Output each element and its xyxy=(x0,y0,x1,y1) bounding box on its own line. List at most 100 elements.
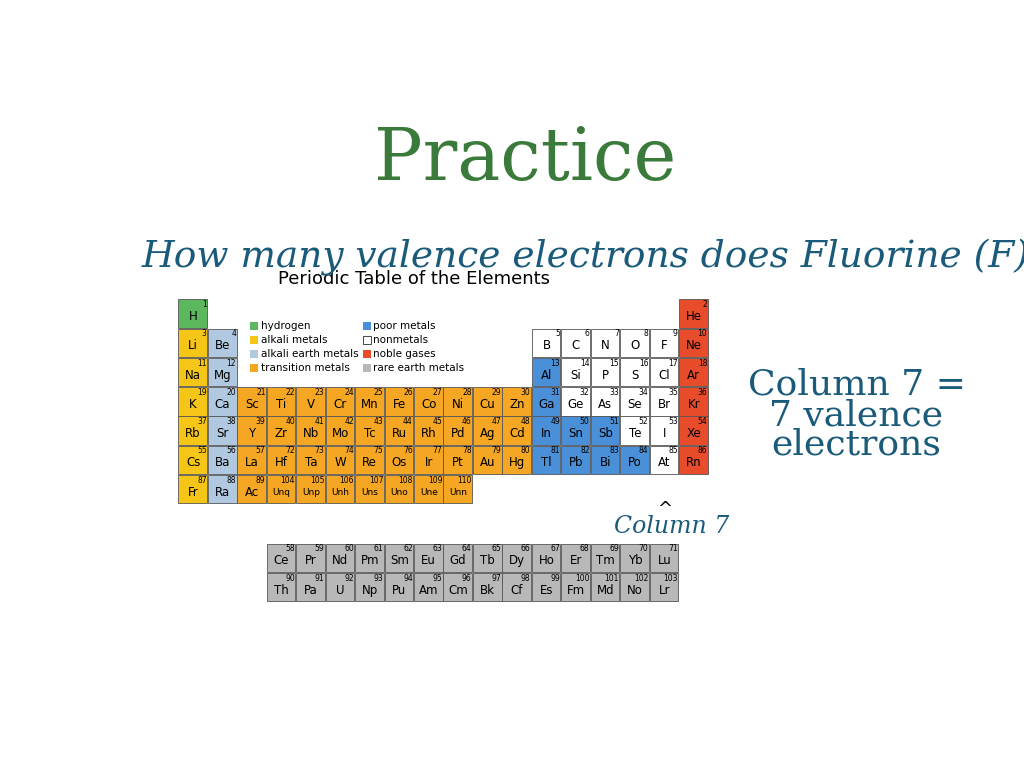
Text: Unp: Unp xyxy=(302,488,319,497)
Text: 101: 101 xyxy=(604,574,618,583)
Text: As: As xyxy=(598,398,612,411)
Text: 63: 63 xyxy=(432,545,442,554)
Text: 16: 16 xyxy=(639,359,648,368)
Text: Nb: Nb xyxy=(303,427,319,440)
Text: 58: 58 xyxy=(286,545,295,554)
Text: 13: 13 xyxy=(551,359,560,368)
Text: 11: 11 xyxy=(198,359,207,368)
Text: F: F xyxy=(660,339,668,353)
Bar xyxy=(208,445,237,474)
Text: 29: 29 xyxy=(492,388,501,397)
Text: Co: Co xyxy=(421,398,436,411)
Text: 47: 47 xyxy=(492,417,501,426)
Text: 10: 10 xyxy=(697,329,708,339)
Text: Y: Y xyxy=(249,427,256,440)
Text: 72: 72 xyxy=(286,446,295,455)
Text: 2: 2 xyxy=(702,300,708,309)
Bar xyxy=(296,445,325,474)
Text: 23: 23 xyxy=(314,388,325,397)
Text: At: At xyxy=(658,456,671,469)
Text: 87: 87 xyxy=(197,475,207,485)
Bar xyxy=(238,387,266,415)
Text: 36: 36 xyxy=(697,388,708,397)
Text: alkali metals: alkali metals xyxy=(260,335,327,345)
Bar xyxy=(355,475,384,503)
Bar xyxy=(591,544,620,572)
Bar xyxy=(414,475,442,503)
Text: Zr: Zr xyxy=(275,427,288,440)
Text: Es: Es xyxy=(540,584,553,597)
Bar xyxy=(251,364,258,372)
Bar xyxy=(251,336,258,344)
Text: 21: 21 xyxy=(256,388,265,397)
Bar xyxy=(679,329,708,357)
Text: 79: 79 xyxy=(492,446,501,455)
Bar xyxy=(679,300,708,328)
Text: 88: 88 xyxy=(226,475,237,485)
Text: 97: 97 xyxy=(492,574,501,583)
Bar xyxy=(296,387,325,415)
Text: 37: 37 xyxy=(197,417,207,426)
Text: 44: 44 xyxy=(403,417,413,426)
Text: V: V xyxy=(307,398,315,411)
Text: 24: 24 xyxy=(344,388,354,397)
Text: Np: Np xyxy=(361,584,378,597)
Bar xyxy=(443,544,472,572)
Text: Md: Md xyxy=(597,584,614,597)
Bar xyxy=(649,387,678,415)
Text: 49: 49 xyxy=(550,417,560,426)
Text: W: W xyxy=(335,456,346,469)
Text: Lr: Lr xyxy=(658,584,670,597)
Text: Practice: Practice xyxy=(374,124,676,195)
Text: 28: 28 xyxy=(462,388,472,397)
Text: Se: Se xyxy=(628,398,642,411)
Bar xyxy=(531,573,560,601)
Bar xyxy=(531,329,560,357)
Bar xyxy=(443,573,472,601)
Bar xyxy=(178,300,207,328)
Text: electrons: electrons xyxy=(771,428,941,462)
Text: Au: Au xyxy=(480,456,496,469)
Bar xyxy=(326,387,354,415)
Bar xyxy=(266,387,295,415)
Text: 89: 89 xyxy=(256,475,265,485)
Text: 4: 4 xyxy=(231,329,237,339)
Text: K: K xyxy=(189,398,197,411)
Text: 53: 53 xyxy=(668,417,678,426)
Text: 18: 18 xyxy=(697,359,708,368)
Text: Nd: Nd xyxy=(332,554,348,568)
Text: Cr: Cr xyxy=(334,398,347,411)
Text: Unq: Unq xyxy=(272,488,291,497)
Bar xyxy=(266,573,295,601)
Text: poor metals: poor metals xyxy=(373,321,435,331)
Text: Xe: Xe xyxy=(686,427,701,440)
Bar xyxy=(561,544,590,572)
Bar xyxy=(531,387,560,415)
Text: Zn: Zn xyxy=(509,398,524,411)
Text: 3: 3 xyxy=(202,329,207,339)
Text: 90: 90 xyxy=(286,574,295,583)
Text: 8: 8 xyxy=(644,329,648,339)
Text: Ra: Ra xyxy=(215,485,230,498)
Text: 110: 110 xyxy=(458,475,472,485)
Text: 86: 86 xyxy=(697,446,708,455)
Bar xyxy=(473,445,502,474)
Text: 52: 52 xyxy=(639,417,648,426)
Text: Ho: Ho xyxy=(539,554,554,568)
Text: 70: 70 xyxy=(639,545,648,554)
Text: 38: 38 xyxy=(226,417,237,426)
Bar xyxy=(296,544,325,572)
Text: 27: 27 xyxy=(432,388,442,397)
Bar xyxy=(238,475,266,503)
Bar xyxy=(385,544,414,572)
Text: 30: 30 xyxy=(521,388,530,397)
Text: Ce: Ce xyxy=(273,554,289,568)
Bar xyxy=(355,544,384,572)
Bar xyxy=(238,416,266,445)
Text: Os: Os xyxy=(391,456,407,469)
Text: Pt: Pt xyxy=(453,456,464,469)
Text: Li: Li xyxy=(188,339,198,353)
Bar xyxy=(266,416,295,445)
Text: Unh: Unh xyxy=(332,488,349,497)
Text: 7 valence: 7 valence xyxy=(769,399,943,432)
